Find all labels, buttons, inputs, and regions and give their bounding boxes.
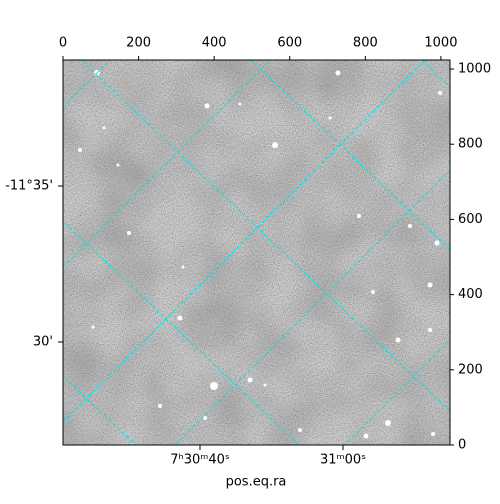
- dec-tick-label: -11°35': [5, 179, 53, 194]
- x-tick-label: 400: [202, 36, 227, 51]
- x-tick-label: 0: [59, 36, 67, 51]
- stars: [78, 70, 442, 439]
- y-tick-label: 400: [458, 287, 483, 302]
- x-tick-label: 800: [353, 36, 378, 51]
- x-axis-label: pos.eq.ra: [226, 475, 287, 490]
- x-tick-label: 1000: [424, 36, 457, 51]
- y-tick-label: 600: [458, 212, 483, 227]
- y-tick-label: 800: [458, 137, 483, 152]
- coordinate-grid: [63, 60, 450, 445]
- ra-tick-label: 31ᵐ00ˢ: [320, 453, 366, 468]
- x-tick-label: 600: [277, 36, 302, 51]
- y-tick-label: 0: [458, 438, 466, 453]
- y-tick-label: 200: [458, 362, 483, 377]
- plot-frame: [62, 59, 451, 446]
- sky-image: [63, 60, 450, 445]
- y-tick-label: 1000: [458, 62, 491, 77]
- x-tick-label: 200: [126, 36, 151, 51]
- dec-tick-label: 30': [33, 335, 53, 350]
- ra-tick-label: 7ʰ30ᵐ40ˢ: [170, 453, 230, 468]
